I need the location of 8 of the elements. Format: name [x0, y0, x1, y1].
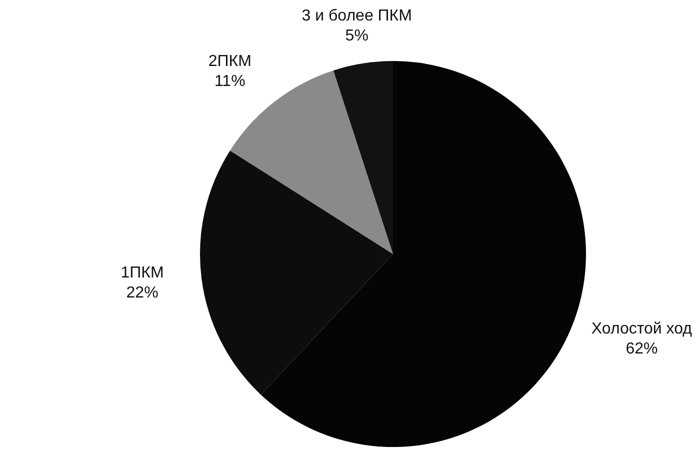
data-label: 22% — [126, 284, 158, 302]
data-label: 5% — [345, 27, 368, 44]
slice-label: 2ПКМ — [208, 52, 252, 70]
slice-label: 3 и более ПКМ — [302, 7, 412, 24]
data-label: 62% — [626, 340, 658, 358]
slice-label: 1ПКМ — [120, 264, 164, 282]
data-label: 11% — [214, 72, 246, 90]
slice-label: Холостой ход — [591, 320, 693, 338]
